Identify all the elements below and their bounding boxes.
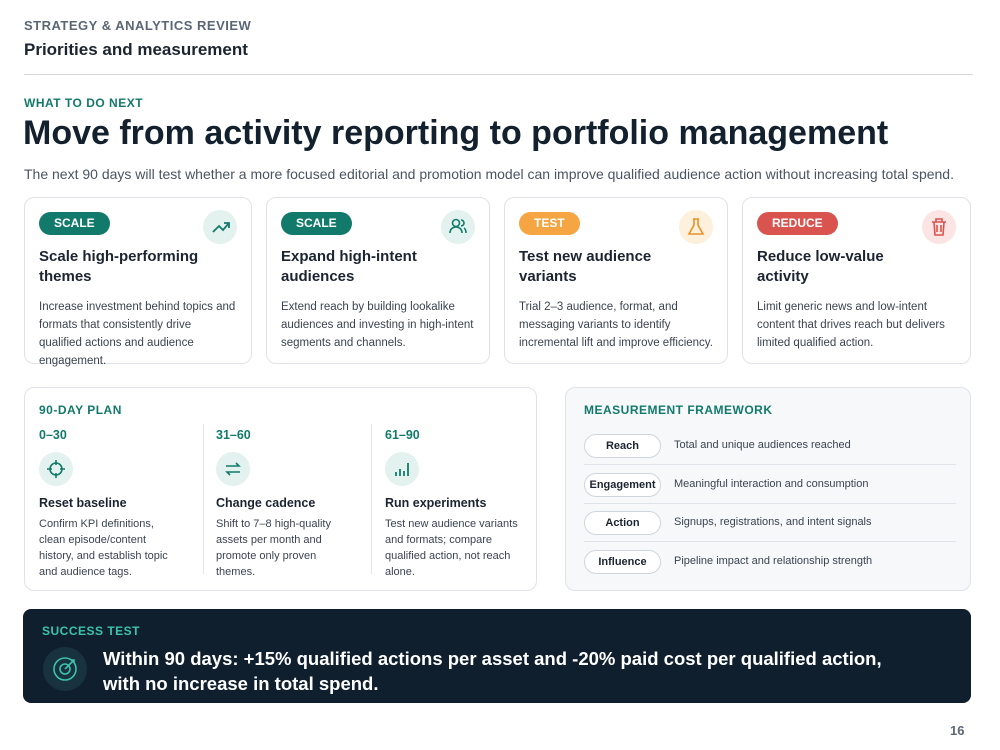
tag: SCALE [39, 212, 110, 235]
measure-row: Engagement Meaningful interaction and con… [584, 466, 956, 504]
measurement-panel: MEASUREMENT FRAMEWORK Reach Total and uni… [565, 387, 971, 591]
header-kicker: STRATEGY & ANALYTICS REVIEW [24, 18, 252, 33]
card-title: Reduce low-value activity [757, 248, 884, 285]
success-banner: SUCCESS TEST Within 90 days: +15% qualif… [23, 609, 971, 703]
card-body: Extend reach by building lookalike audie… [281, 301, 474, 349]
card-body: Increase investment behind topics and fo… [39, 301, 236, 367]
icon [39, 452, 73, 486]
icon [385, 452, 419, 486]
card: REDUCE Reduce low-value activity Limit g… [742, 197, 971, 364]
phase: 0–30 Reset baseline Confirm KPI definitio… [39, 428, 189, 580]
measure-row: Influence Pipeline impact and relationshi… [584, 543, 956, 581]
measurement-title: MEASUREMENT FRAMEWORK [584, 403, 773, 417]
success-label: SUCCESS TEST [42, 624, 141, 638]
separator [371, 424, 372, 574]
measure-desc: Signups, registrations, and intent signa… [674, 516, 872, 528]
measure-desc: Meaningful interaction and consumption [674, 478, 869, 490]
card-body: Limit generic news and low-intent conten… [757, 301, 945, 349]
section-subtitle: The next 90 days will test whether a mor… [24, 166, 954, 182]
icon [441, 210, 475, 244]
tag: SCALE [281, 212, 352, 235]
tag: TEST [519, 212, 580, 235]
phase-range: 31–60 [216, 428, 251, 442]
icon [43, 647, 87, 691]
page-number: 16 [950, 723, 965, 738]
section-kicker: WHAT TO DO NEXT [24, 96, 144, 110]
icon [679, 210, 713, 244]
phase-title: Reset baseline [39, 496, 127, 510]
plan-panel: 90-DAY PLAN 0–30 Reset baseline Confirm K… [24, 387, 537, 591]
phase-range: 0–30 [39, 428, 67, 442]
plan-title: 90-DAY PLAN [39, 403, 122, 417]
pill: Action [584, 511, 661, 535]
measure-row: Reach Total and unique audiences reached [584, 427, 956, 465]
separator [203, 424, 204, 574]
measure-desc: Total and unique audiences reached [674, 439, 851, 451]
icon [216, 452, 250, 486]
success-text: Within 90 days: +15% qualified actions p… [103, 648, 882, 694]
card: TEST Test new audience variants Trial 2–… [504, 197, 728, 364]
pill: Influence [584, 550, 661, 574]
phase-body: Shift to 7–8 high-quality assets per mon… [216, 518, 331, 578]
card-body: Trial 2–3 audience, format, and messagin… [519, 301, 713, 349]
phase: 31–60 Change cadence Shift to 7–8 high-qu… [216, 428, 366, 580]
card-title: Expand high-intent audiences [281, 248, 417, 285]
phase-body: Confirm KPI definitions, clean episode/c… [39, 518, 168, 578]
card-title: Scale high-performing themes [39, 248, 199, 285]
section-title: Move from activity reporting to portfoli… [23, 114, 889, 152]
phase-body: Test new audience variants and formats; … [385, 518, 518, 578]
pill: Reach [584, 434, 661, 458]
card-title: Test new audience variants [519, 248, 652, 285]
phase-title: Run experiments [385, 496, 487, 510]
icon [922, 210, 956, 244]
measure-row: Action Signups, registrations, and intent… [584, 504, 956, 542]
measure-desc: Pipeline impact and relationship strengt… [674, 555, 873, 567]
phase: 61–90 Run experiments Test new audience v… [385, 428, 535, 580]
icon [203, 210, 237, 244]
divider [24, 74, 973, 75]
tag: REDUCE [757, 212, 838, 235]
pill: Engagement [584, 473, 661, 497]
phase-range: 61–90 [385, 428, 420, 442]
card: SCALE Scale high-performing themes Incre… [24, 197, 252, 367]
phase-title: Change cadence [216, 496, 316, 510]
header-title: Priorities and measurement [24, 40, 248, 59]
card: SCALE Expand high-intent audiences Exten… [266, 197, 490, 364]
